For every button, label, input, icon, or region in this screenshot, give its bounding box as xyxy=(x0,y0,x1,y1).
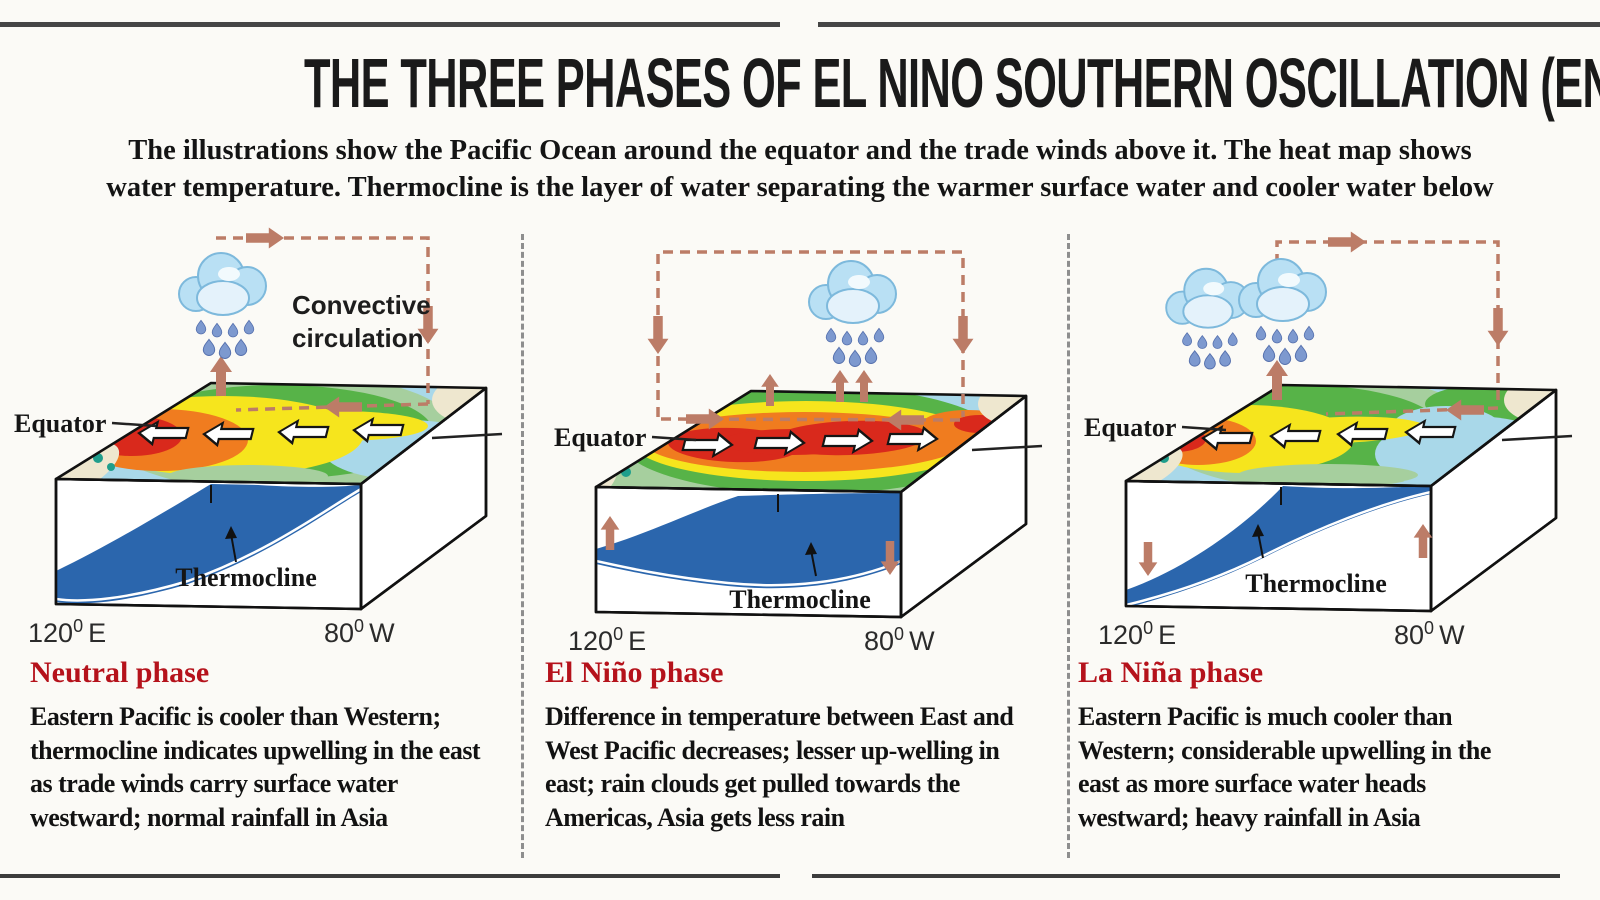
longitude-east-label: 800 W xyxy=(324,616,395,648)
circulation-arrow-down-icon xyxy=(952,316,974,354)
convective-circulation-loop xyxy=(1266,231,1509,421)
bottom-rule-left xyxy=(0,874,780,878)
convective-circulation-loop xyxy=(647,250,974,431)
diagram-la-nina-phase: Equator Thermocline 1200 E 800 W xyxy=(1084,231,1573,650)
phase-description-neutral: Eastern Pacific is cooler than Western; … xyxy=(30,702,481,832)
thermocline-label: Thermocline xyxy=(175,563,317,592)
equator-label: Equator xyxy=(554,423,646,452)
equator-label: Equator xyxy=(1084,413,1176,442)
longitude-west-label: 1200 E xyxy=(28,616,106,648)
convective-circulation-label: circulation xyxy=(292,323,423,353)
longitude-west-label: 1200 E xyxy=(568,624,646,656)
convective-circulation-loop xyxy=(210,227,439,418)
thermocline-label: Thermocline xyxy=(729,585,871,614)
bottom-rule-right xyxy=(812,874,1560,878)
column-separator-2 xyxy=(1067,234,1070,858)
thermocline-label: Thermocline xyxy=(1245,569,1387,598)
circulation-arrow-right-icon xyxy=(1328,231,1366,253)
equator-label: Equator xyxy=(14,409,106,438)
phase-description-la-nina: Eastern Pacific is much cooler than West… xyxy=(1078,702,1491,832)
ocean-box xyxy=(54,381,488,611)
phase-heading-la-nina: La Niña phase xyxy=(1078,656,1264,689)
top-rule-left xyxy=(0,22,780,27)
top-rule-right xyxy=(818,22,1600,27)
longitude-east-label: 800 W xyxy=(864,624,935,656)
rain-cloud-icon xyxy=(809,261,896,367)
phase-diagrams: Convective circulation Equator Thermocli… xyxy=(14,227,1573,656)
subtitle-line-1: The illustrations show the Pacific Ocean… xyxy=(128,135,1472,166)
phase-heading-el-nino: El Niño phase xyxy=(545,656,724,689)
phase-heading-neutral: Neutral phase xyxy=(30,656,210,689)
circulation-arrow-right-icon xyxy=(246,227,284,249)
page-title: THE THREE PHASES OF EL NINO SOUTHERN OSC… xyxy=(304,44,1600,122)
subtitle-line-2: water temperature. Thermocline is the la… xyxy=(106,172,1494,203)
diagram-neutral-phase: Convective circulation Equator Thermocli… xyxy=(14,227,503,648)
rain-cloud-icon xyxy=(179,253,266,359)
thermocline-layer xyxy=(596,493,901,589)
circulation-arrow-down-icon xyxy=(1487,308,1509,346)
thermocline-layer xyxy=(56,484,361,604)
diagram-el-nino-phase: Equator Thermocline 1200 E 800 W xyxy=(554,250,1043,656)
circulation-arrow-down-icon xyxy=(647,316,669,354)
longitude-west-label: 1200 E xyxy=(1098,618,1176,650)
phase-description-el-nino: Difference in temperature between East a… xyxy=(545,702,1014,832)
page-subtitle: The illustrations show the Pacific Ocean… xyxy=(0,132,1600,206)
longitude-east-label: 800 W xyxy=(1394,618,1465,650)
rain-cloud-icon xyxy=(1239,259,1326,365)
column-separator-1 xyxy=(521,234,524,858)
convective-circulation-label: Convective xyxy=(292,290,431,320)
ocean-box xyxy=(594,389,1028,619)
rain-cloud-icon xyxy=(1166,269,1249,369)
